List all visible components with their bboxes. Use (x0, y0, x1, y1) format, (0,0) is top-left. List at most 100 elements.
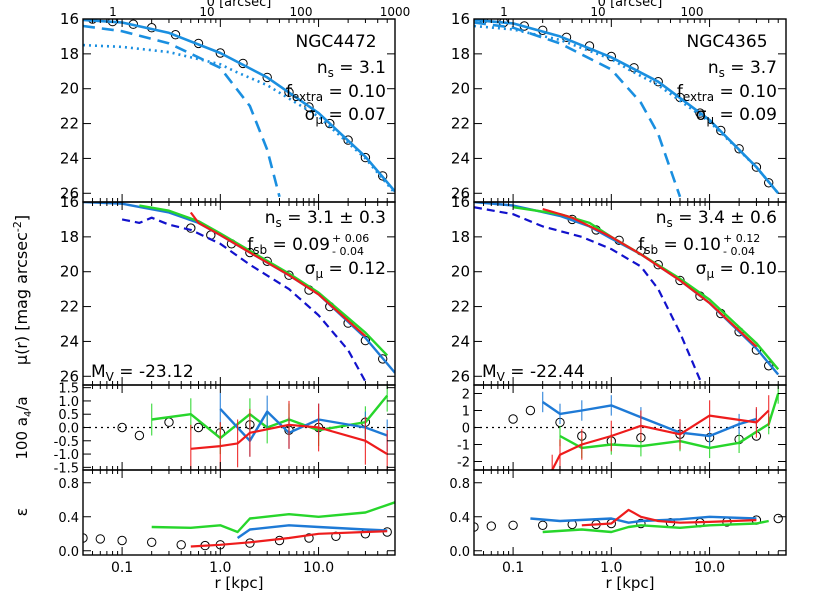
y-tick-label: 16 (60, 10, 79, 28)
data-point (87, 19, 98, 24)
axes-frame (82, 201, 396, 386)
ylabel-mu: μ(r) [mag arcsec-2] (11, 215, 31, 365)
data-point (325, 118, 335, 129)
galaxy-name: NGC4365 (686, 32, 767, 52)
y-tick-label: 1.0 (58, 395, 79, 410)
y-tick-label: 24 (60, 332, 79, 350)
y-tick-label: 0.8 (58, 477, 79, 492)
ylabel-a4: 100 a4/a (13, 396, 34, 459)
y-tick-label: 24 (60, 149, 79, 167)
f-sb-plus: + 0.12 (723, 232, 760, 245)
stats-annotation-ngc4472: ns = 3.1 ± 0.3 fsb = 0.09 + 0.06 - 0.04 … (91, 208, 386, 384)
y-tick-label: 0.4 (58, 511, 79, 526)
data-point (508, 414, 518, 424)
series-line-dotted (474, 24, 780, 195)
galaxy-name: NGC4472 (295, 32, 376, 52)
plot-area-ngc4365-0 (474, 19, 780, 198)
f-extra: fextra = 0.10 (677, 82, 777, 104)
f-sb-minus: - 0.04 (723, 245, 755, 258)
data-point (636, 518, 646, 529)
top-tick-label: 100 (681, 5, 704, 19)
x-tick-label: 10.0 (303, 560, 334, 576)
data-point (653, 260, 663, 270)
data-point (274, 535, 285, 546)
y-tick-label: 24 (451, 149, 470, 167)
series-line-dashed (83, 24, 281, 198)
sersic-index: ns = 3.7 (708, 58, 777, 80)
y-tick-label: 1.5 (58, 382, 79, 397)
series-line-blue (530, 515, 757, 524)
y-tick-label: 0.4 (449, 511, 470, 526)
top-tick-label: 10 (199, 5, 214, 19)
data-point (147, 537, 157, 547)
y-tick-label: 26 (451, 367, 470, 385)
y-tick-label: 22 (60, 298, 79, 316)
data-point (134, 430, 145, 441)
data-point (164, 417, 174, 427)
y-tick-label: 18 (60, 228, 79, 246)
data-point (262, 72, 272, 83)
y-tick-label: 16 (451, 10, 470, 28)
y-tick-label: 0.0 (58, 545, 79, 560)
x-tick-label: 0.1 (111, 560, 133, 576)
y-tick-label: 18 (451, 45, 470, 63)
chart-marks (83, 19, 786, 551)
y-tick-label: 0.0 (449, 545, 470, 560)
axes-frame (82, 469, 396, 556)
data-point (378, 354, 388, 364)
sigma-mu-stats: σμ = 0.10 (696, 259, 777, 281)
data-point (176, 540, 186, 550)
data-point (360, 152, 371, 163)
sersic-index: ns = 3.1 (317, 58, 386, 80)
top-axis-label-left: 0 [arcsec] (207, 0, 272, 10)
data-point (117, 535, 127, 546)
data-point (343, 135, 353, 145)
series-line-red (542, 207, 758, 348)
xlabel-right: r [kpc] (605, 574, 654, 592)
y-tick-label: -0.5 (54, 435, 79, 450)
series-line-red (190, 423, 388, 456)
top-tick-label: 10 (590, 5, 605, 19)
data-point (525, 405, 536, 416)
data-point (486, 521, 496, 531)
f-sb-minus: - 0.04 (332, 245, 364, 258)
x-tick-label: 1.0 (600, 560, 622, 576)
data-point (508, 520, 518, 530)
x-tick-label: 10.0 (694, 560, 725, 576)
series-line-dotted (83, 43, 395, 195)
y-tick-label: -2 (457, 456, 470, 471)
y-tick-label: 16 (60, 193, 79, 211)
top-tick-label: 1 (109, 5, 117, 19)
series-line-red (190, 530, 388, 548)
plot-area-ngc4472-1 (83, 202, 395, 383)
data-point (695, 108, 705, 118)
series-line-green (542, 519, 769, 534)
plot-area-ngc4365-2 (474, 385, 786, 470)
data-point (653, 77, 663, 87)
y-tick-label: 0.8 (449, 477, 470, 492)
f-sb: fsb = 0.10 (638, 235, 721, 257)
f-sb-plus: + 0.06 (332, 232, 369, 245)
xlabel-left: r [kpc] (214, 574, 263, 592)
data-point (474, 522, 479, 532)
x-tick-label: 0.1 (502, 560, 524, 576)
axes-frame (473, 201, 787, 386)
y-tick-label: 20 (451, 80, 470, 98)
y-tick-label: 1 (462, 405, 470, 420)
plot-area-ngc4472-2 (83, 385, 395, 470)
f-sb: fsb = 0.09 (247, 235, 330, 257)
y-tick-label: 20 (60, 263, 79, 281)
y-tick-label: 2 (462, 388, 470, 403)
y-tick-label: 0.0 (58, 422, 79, 437)
y-tick-label: 26 (60, 367, 79, 385)
y-tick-label: 22 (451, 298, 470, 316)
data-point (193, 422, 204, 433)
data-point (716, 125, 726, 136)
y-tick-label: 22 (451, 115, 470, 133)
series-line-dashed (474, 21, 682, 198)
y-tick-label: 0 (462, 422, 470, 437)
y-tick-label: 18 (60, 45, 79, 63)
series-line-green (151, 394, 389, 440)
top-tick-label: 100 (290, 5, 313, 19)
